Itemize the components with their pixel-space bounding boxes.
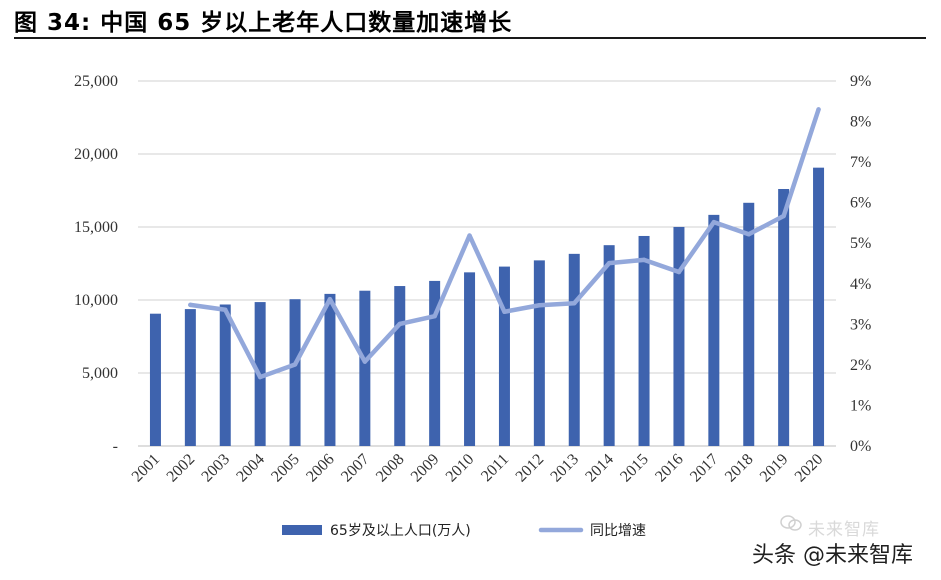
right-tick-label: 2% [850, 357, 871, 374]
line-point [711, 219, 717, 225]
watermark-brand: 未来智库 [808, 520, 880, 540]
bar [429, 280, 441, 446]
x-tick-label: 2012 [513, 451, 548, 486]
line-point [362, 359, 368, 364]
bar [184, 309, 196, 446]
figure-title: 图 34: 中国 65 岁以上老年人口数量加速增长 [14, 10, 513, 36]
x-tick-label: 2004 [233, 451, 268, 486]
bar [149, 313, 161, 446]
x-tick-label: 2020 [792, 451, 827, 486]
line-point [432, 314, 437, 319]
line-point [467, 233, 472, 238]
line-point [537, 303, 542, 308]
line-point [397, 321, 402, 327]
bar [498, 266, 510, 446]
right-tick-label: 3% [850, 316, 871, 333]
line-point [606, 260, 612, 266]
x-tick-label: 2016 [652, 451, 687, 486]
right-tick-label: 1% [850, 397, 871, 414]
line-point [327, 296, 333, 302]
title-rule [14, 37, 926, 39]
x-tick-label: 2001 [129, 451, 164, 486]
bar [743, 202, 755, 446]
right-axis-ticks: 0% 1% 2% 3% 4% 5% 6% 7% 8% 9% [850, 73, 871, 455]
x-tick-label: 2019 [757, 451, 792, 486]
bar-series [149, 167, 825, 447]
x-tick-label: 2003 [198, 451, 233, 486]
bar [533, 260, 545, 446]
legend-bar-label: 65岁及以上人口(万人) [330, 523, 471, 539]
x-tick-label: 2010 [443, 451, 478, 486]
left-tick-label: 5,000 [82, 365, 118, 382]
x-tick-label: 2007 [338, 451, 373, 486]
right-tick-label: 9% [850, 73, 871, 90]
bar [219, 304, 231, 446]
line-point [572, 301, 577, 306]
legend: 65岁及以上人口(万人) 同比增速 [282, 523, 646, 539]
legend-line-label: 同比增速 [590, 523, 646, 539]
line-point [223, 307, 228, 312]
bar [394, 286, 406, 446]
line-point [502, 309, 507, 314]
bar [603, 245, 615, 446]
right-tick-label: 4% [850, 276, 871, 293]
left-tick-label: 20,000 [74, 146, 118, 163]
line-point [292, 362, 298, 367]
bar [673, 226, 685, 446]
legend-bar-swatch [282, 525, 322, 535]
bar [464, 272, 476, 446]
x-tick-label: 2006 [303, 451, 338, 486]
x-axis-ticks: 2001 2002 2003 2004 2005 2006 2007 2008 2009 2010… [129, 451, 827, 486]
x-tick-label: 2014 [582, 451, 617, 486]
bar [324, 293, 336, 446]
x-tick-label: 2017 [687, 451, 722, 486]
right-tick-label: 8% [850, 114, 871, 131]
right-tick-label: 5% [850, 235, 871, 252]
left-tick-label: 25,000 [74, 73, 118, 90]
bar [568, 253, 580, 446]
watermark-source: 头条 @未来智库 [752, 543, 913, 568]
bar [708, 214, 720, 446]
bar [289, 299, 301, 446]
line-series [188, 107, 821, 380]
left-axis-ticks: - 5,000 10,000 15,000 20,000 25,000 [74, 73, 118, 455]
x-tick-label: 2009 [408, 451, 443, 486]
x-tick-label: 2018 [722, 451, 757, 486]
left-tick-label: - [113, 438, 118, 455]
right-tick-label: 6% [850, 195, 871, 212]
right-tick-label: 7% [850, 154, 871, 171]
bar [638, 235, 650, 446]
wechat-icon [780, 515, 802, 531]
line-point [816, 107, 821, 112]
x-tick-label: 2005 [268, 451, 303, 486]
x-tick-label: 2008 [373, 451, 408, 486]
left-tick-label: 15,000 [74, 219, 118, 236]
right-tick-label: 0% [850, 438, 871, 455]
bar [359, 290, 371, 446]
x-tick-label: 2011 [478, 451, 512, 485]
x-tick-label: 2002 [164, 451, 199, 486]
line-point [676, 269, 682, 275]
x-tick-label: 2015 [617, 451, 652, 486]
line-point [746, 232, 751, 237]
left-tick-label: 10,000 [74, 292, 118, 309]
bar [813, 167, 825, 447]
gridlines [138, 80, 836, 447]
x-tick-label: 2013 [547, 451, 582, 486]
line-point [257, 374, 263, 380]
line-point [781, 213, 786, 219]
line-point [188, 302, 193, 308]
line-point [641, 257, 647, 263]
bar [778, 188, 790, 446]
